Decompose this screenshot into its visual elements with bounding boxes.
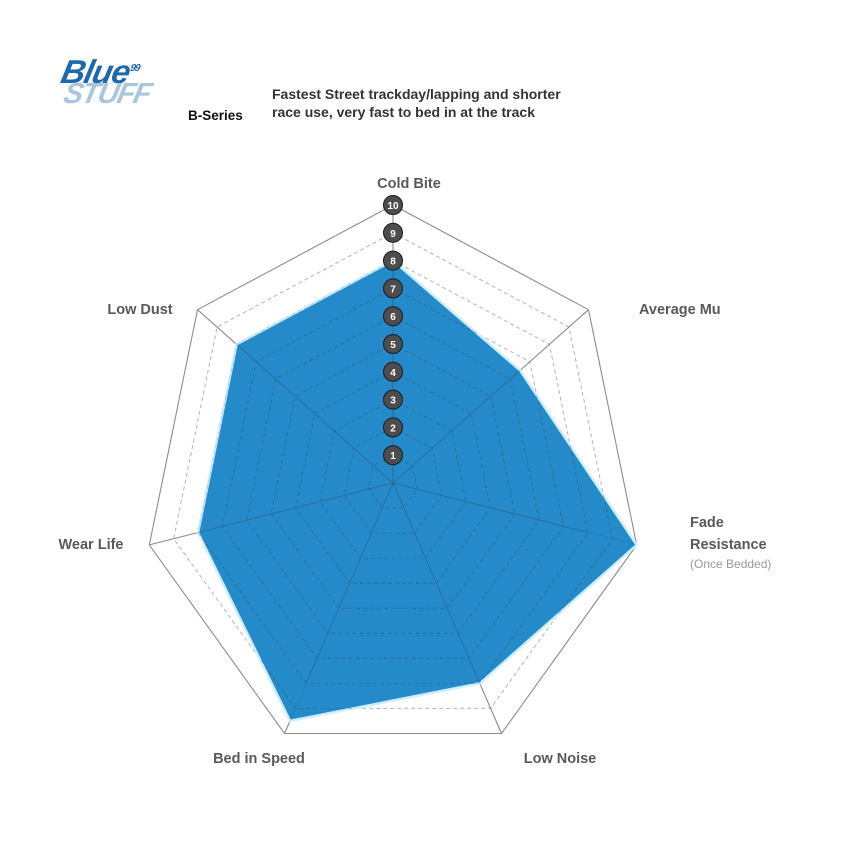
svg-text:2: 2 xyxy=(390,423,396,434)
svg-text:4: 4 xyxy=(390,368,396,379)
svg-text:3: 3 xyxy=(390,396,396,407)
svg-text:7: 7 xyxy=(390,284,396,295)
svg-text:10: 10 xyxy=(387,201,399,212)
svg-text:Low Noise: Low Noise xyxy=(524,751,597,767)
svg-text:Bed in Speed: Bed in Speed xyxy=(213,751,305,767)
svg-text:Low Dust: Low Dust xyxy=(107,302,172,318)
svg-text:Resistance: Resistance xyxy=(690,537,767,553)
svg-text:9: 9 xyxy=(390,229,396,240)
svg-text:5: 5 xyxy=(390,340,396,351)
svg-text:Fade: Fade xyxy=(690,515,724,531)
svg-text:8: 8 xyxy=(390,257,396,268)
svg-text:6: 6 xyxy=(390,312,396,323)
svg-text:(Once Bedded): (Once Bedded) xyxy=(690,557,771,571)
svg-text:1: 1 xyxy=(390,451,396,462)
svg-text:Cold Bite: Cold Bite xyxy=(377,176,441,192)
svg-text:Average Mu: Average Mu xyxy=(639,302,721,318)
svg-text:Wear Life: Wear Life xyxy=(58,537,123,553)
